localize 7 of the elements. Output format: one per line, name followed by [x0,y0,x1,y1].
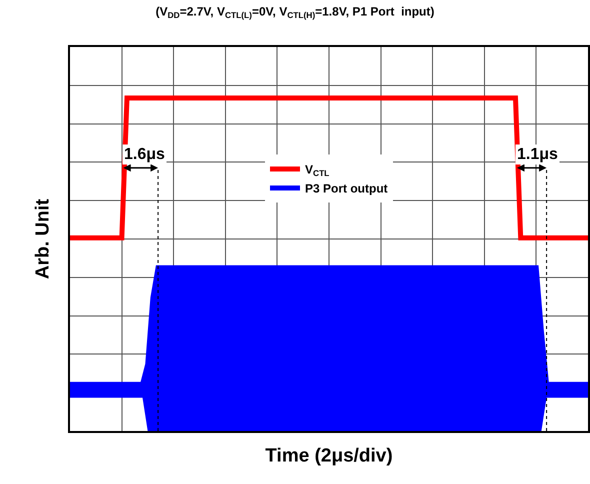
annotation: 1.1μs [517,146,558,163]
annotation: 1.6μs [124,146,166,163]
legend-label: P3 Port output [305,182,388,196]
legend-label: V$_{CTL}$ [305,162,330,178]
y-axis-title: Arb. Unit [32,198,54,280]
chart-title: (V$_{DD}$=2.7V, V$_{CTL(L)}$=0V, V$_{CTL(H)}$=1.8V, P1 Port input) [156,4,434,20]
x-axis-title: Time (2μs/div) [265,446,393,467]
